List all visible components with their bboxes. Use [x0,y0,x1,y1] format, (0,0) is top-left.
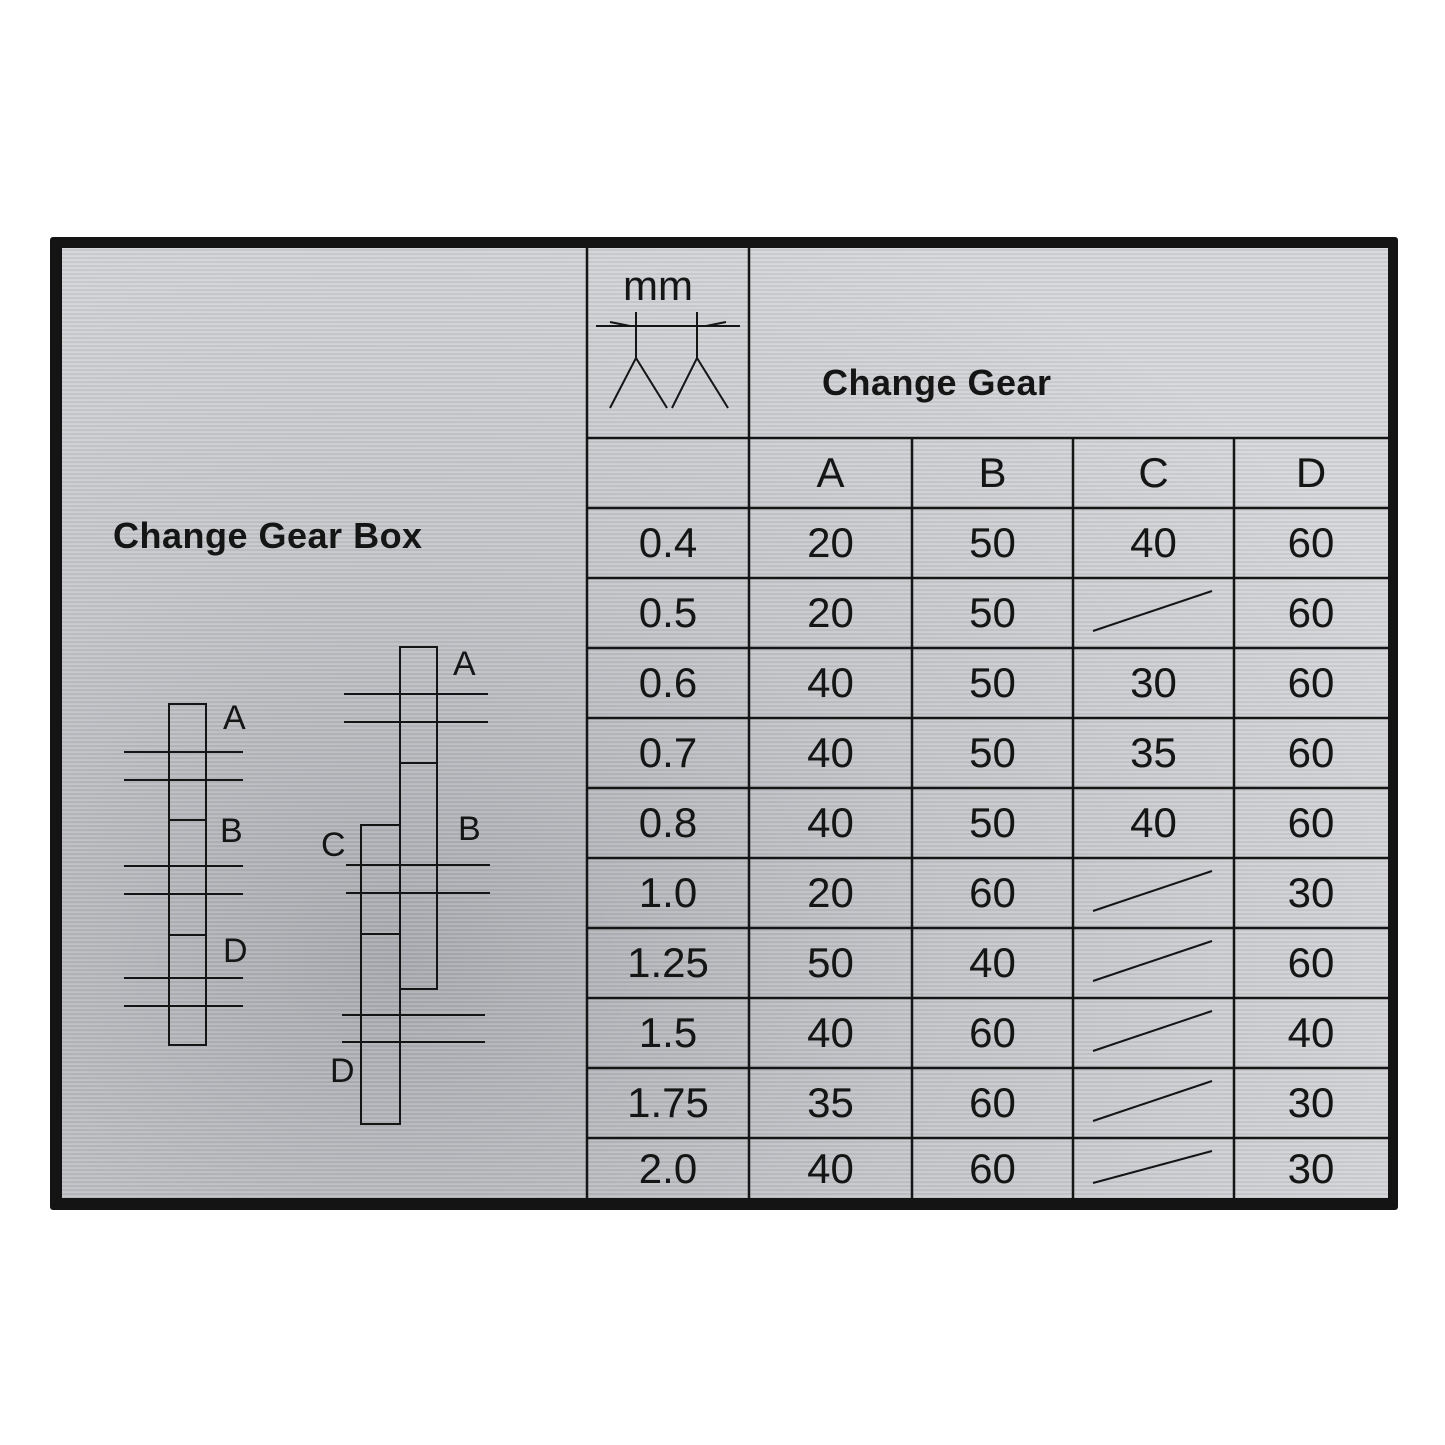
gear-cell-b: 50 [969,659,1016,706]
gear-diagram-simple [124,703,243,1046]
gear-cell-b: 60 [969,1145,1016,1192]
gear-cell-c: 40 [1130,519,1177,566]
change-gear-box-title: Change Gear Box [113,515,423,556]
gear-cell-d: 60 [1287,519,1335,566]
pitch-cell: 0.6 [638,659,698,706]
gear-cell-a: 50 [807,939,854,986]
empty-slash [1092,1150,1213,1184]
pitch-cell: 0.7 [638,729,698,776]
empty-cell-slashes [1092,590,1213,1184]
empty-slash [1092,1010,1213,1052]
gear-cell-a: 20 [807,869,854,916]
gear-cell-d: 30 [1287,1145,1335,1192]
gear-cell-c: 30 [1130,659,1177,706]
gear-cell-d: 60 [1287,729,1335,776]
pitch-cell: 1.75 [627,1079,709,1126]
gear-cell-a: 40 [807,799,854,846]
right-label-d: D [330,1052,355,1090]
right-label-c: C [321,826,346,864]
table-grid [585,248,1388,1198]
gear-cell-b: 60 [969,869,1016,916]
gear-cell-a: 40 [807,1145,854,1192]
gear-cell-b: 40 [969,939,1016,986]
gear-cell-d: 40 [1287,1009,1335,1056]
change-gear-title: Change Gear [822,362,1052,403]
right-label-b: B [458,810,481,848]
gear-cell-a: 35 [807,1079,854,1126]
left-label-d: D [223,932,248,970]
gear-cell-b: 60 [969,1009,1016,1056]
gear-cell-b: 60 [969,1079,1016,1126]
pitch-cell: 0.4 [638,519,698,566]
gear-cell-a: 40 [807,1009,854,1056]
column-header-c: C [1138,449,1169,496]
gear-cell-d: 60 [1287,589,1335,636]
right-label-a: A [453,645,476,683]
pitch-cell: 2.0 [638,1145,698,1192]
column-header-b: B [978,449,1007,496]
gear-cell-b: 50 [969,799,1016,846]
pitch-cell: 1.25 [627,939,709,986]
left-label-a: A [223,699,246,737]
gear-cell-d: 60 [1287,659,1335,706]
gear-cell-d: 30 [1287,1079,1335,1126]
gear-cell-b: 50 [969,519,1016,566]
empty-slash [1092,1080,1213,1122]
gear-cell-c: 35 [1130,729,1177,776]
gear-cell-a: 40 [807,659,854,706]
gear-cell-a: 40 [807,729,854,776]
left-label-b: B [220,812,243,850]
column-header-d: D [1295,449,1327,496]
thread-pitch-icon [596,312,740,409]
column-header-a: A [816,449,845,496]
gear-cell-b: 50 [969,729,1016,776]
gear-cell-a: 20 [807,589,854,636]
empty-slash [1092,590,1213,632]
pitch-cell: 0.5 [638,589,698,636]
gear-cell-b: 50 [969,589,1016,636]
gear-cell-d: 60 [1287,939,1335,986]
empty-slash [1092,870,1213,912]
pitch-cell: 1.0 [638,869,698,916]
pitch-cell: 0.8 [638,799,698,846]
pitch-cell: 1.5 [638,1009,698,1056]
plate-face [62,248,1388,1198]
gear-cell-c: 40 [1130,799,1177,846]
gear-cell-a: 20 [807,519,854,566]
gear-cell-d: 30 [1287,869,1335,916]
gear-diagram-compound [342,646,490,1125]
unit-label: mm [623,262,693,309]
gear-cell-d: 60 [1287,799,1335,846]
empty-slash [1092,940,1213,982]
